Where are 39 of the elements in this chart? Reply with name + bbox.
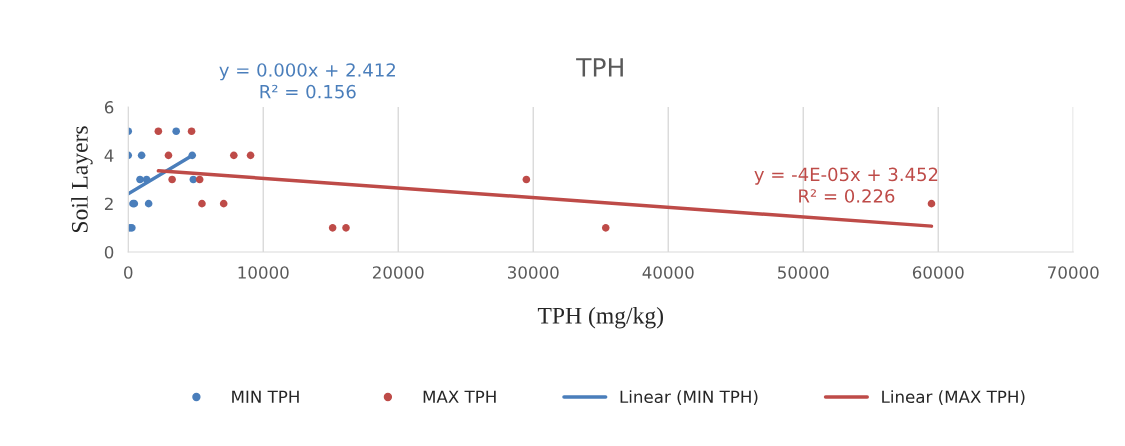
point (164, 151, 173, 160)
point (154, 127, 163, 135)
text: y = 0.000x + 2.412 R² = 0.156 (219, 63, 395, 99)
point (328, 224, 337, 232)
x-tick-label: 70000 (1048, 266, 1099, 279)
y-axis-title: Soil Layers (71, 126, 93, 233)
x-tick-label: 50000 (778, 266, 829, 279)
y-tick-label: 4 (104, 149, 114, 162)
y-tick-label: 2 (104, 197, 113, 211)
legend-label: MIN TPH (232, 390, 299, 403)
x-tick-label: 40000 (642, 266, 694, 279)
x-tick-label: 30000 (508, 266, 559, 279)
x-axis-title: TPH (mg/kg) (537, 307, 663, 329)
point (136, 175, 144, 184)
point (195, 175, 204, 184)
x-tick-label: 0 (124, 266, 133, 279)
x-tick-label: 60000 (912, 266, 964, 279)
legend-label: Linear (MIN TPH) (620, 390, 758, 406)
point (137, 151, 146, 160)
point (198, 199, 206, 208)
legend-label: Linear (MAX TPH) (882, 390, 1025, 406)
y-tick-label: 0 (104, 245, 114, 259)
chart-title: TPH (576, 58, 623, 77)
point (219, 199, 228, 208)
point (172, 127, 180, 135)
annotation: y = -4E-05x + 3.452 R² = 0.226 (754, 167, 938, 203)
point (230, 151, 238, 160)
y-tick-label: 6 (104, 101, 114, 114)
x-tick-label: 10000 (238, 266, 289, 279)
point (187, 127, 196, 135)
point (522, 175, 531, 184)
point (927, 199, 936, 208)
point (342, 224, 350, 232)
legend-label: MAX TPH (423, 390, 496, 403)
point (601, 224, 610, 232)
x-tick-label: 20000 (372, 266, 424, 279)
point (168, 175, 176, 184)
point (144, 199, 153, 208)
point (246, 151, 255, 160)
